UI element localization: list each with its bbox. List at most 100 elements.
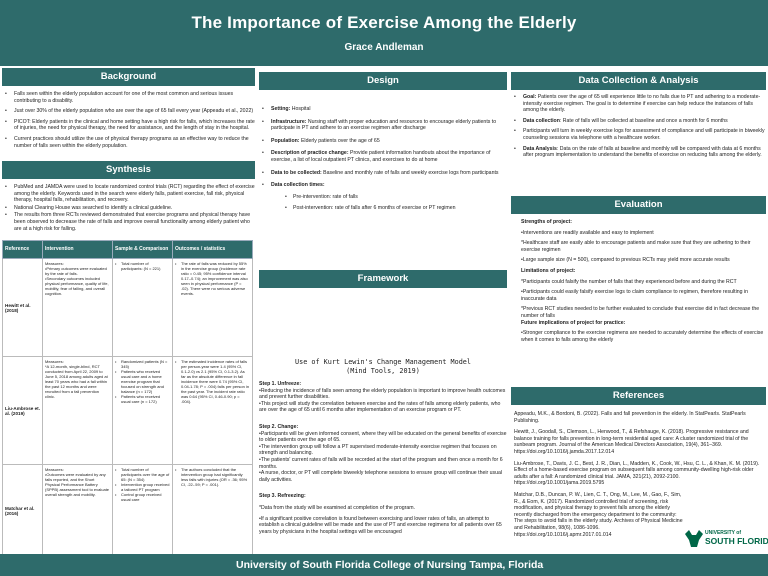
cell-line: Total number of participants: (N = 221) bbox=[115, 261, 170, 271]
cell-line: Patients who received usual care (n = 17… bbox=[115, 394, 170, 404]
step-line: •If a significant positive correlation i… bbox=[259, 515, 502, 535]
item-text: Patients over the age of 65 will experie… bbox=[523, 94, 761, 114]
cell-line: The rate of falls was reduced by 55% in … bbox=[175, 261, 250, 296]
diagram-title: Use of Kurt Lewin's Change Management Mo… bbox=[295, 358, 471, 366]
table-header-row: Reference Intervention Sample & Comparis… bbox=[2, 240, 253, 259]
step-title: Step 1. Unfreeze: bbox=[259, 381, 302, 387]
references-heading: References bbox=[511, 387, 766, 405]
step-line: •Reducing the incidence of falls seen am… bbox=[259, 387, 506, 401]
list-item: Goal: Patients over the age of 65 will e… bbox=[511, 94, 766, 114]
strength-item: •Large sample size (N = 500), compared t… bbox=[521, 257, 730, 264]
usf-logo: UNIVERSITY of SOUTH FLORIDA bbox=[683, 528, 768, 550]
table-cell: Total number of participants: (N = 221) bbox=[112, 258, 173, 357]
cell-line: Control group received usual care bbox=[115, 492, 170, 502]
step-line: *Data from the study will be examined at… bbox=[259, 504, 415, 511]
synthesis-list: PubMed and JAMDA were used to locate ran… bbox=[2, 184, 255, 240]
column-left: Background Falls seen within the elderly… bbox=[2, 68, 255, 557]
item-label: Goal: bbox=[523, 94, 537, 100]
item-label: Data collection times: bbox=[271, 182, 325, 189]
list-item: Data Analysis: Data on the rate of falls… bbox=[511, 146, 766, 159]
future-title: Future implications of project for pract… bbox=[521, 319, 626, 326]
table-row: Hewitt et al. (2018) Measures: •Primary … bbox=[2, 258, 253, 357]
item-label: Data collection bbox=[523, 117, 560, 124]
poster-header: The Importance of Exercise Among the Eld… bbox=[0, 0, 768, 66]
item-text: Participants will turn in weekly exercis… bbox=[523, 128, 765, 141]
background-heading: Background bbox=[2, 68, 255, 86]
framework-steps: Step 1. Unfreeze: •Reducing the incidenc… bbox=[259, 381, 507, 535]
step-title: Step 3. Refreezing: bbox=[259, 493, 306, 500]
table-row: Matchar et al. (2016) Measures: •Outcome… bbox=[2, 464, 253, 557]
list-item: The results from three RCTs reviewed dem… bbox=[2, 212, 255, 232]
logo-line1: UNIVERSITY of bbox=[705, 530, 742, 536]
table-cell: Liu-Ambrose et. al. (2019) bbox=[2, 356, 43, 465]
item-label: Data Analysis bbox=[523, 145, 557, 152]
table-cell: The rate of falls was reduced by 55% in … bbox=[172, 258, 253, 357]
item-text: : Rate of falls will be collected at bas… bbox=[559, 117, 728, 124]
cell-line: Total number of participants over the ag… bbox=[115, 467, 170, 482]
future-item: •Stronger compliance to the exercise reg… bbox=[521, 330, 764, 343]
poster-title: The Importance of Exercise Among the Eld… bbox=[191, 13, 577, 32]
bull-icon bbox=[685, 530, 703, 547]
list-item: National Clearing House was searched to … bbox=[2, 205, 255, 212]
cell-line: The estimated incidence rates of falls p… bbox=[175, 359, 250, 404]
framework-heading: Framework bbox=[259, 270, 507, 288]
cell-line: •Outcomes were evaluated by any falls re… bbox=[45, 472, 110, 497]
reference-item: Liu-Ambrose, T., Davis, J. C., Best, J. … bbox=[514, 460, 760, 487]
table-row: Liu-Ambrose et. al. (2019) Measures: *A … bbox=[2, 356, 253, 465]
evidence-table: Reference Intervention Sample & Comparis… bbox=[2, 240, 253, 557]
list-item: Pre-intervention: rate of falls bbox=[271, 194, 507, 201]
cell-line: Measures: bbox=[45, 359, 64, 364]
table-header: Outcomes / statistics bbox=[172, 240, 253, 259]
data-collection-list: Goal: Patients over the age of 65 will e… bbox=[511, 94, 766, 172]
item-label: Infrastructure: bbox=[271, 118, 307, 125]
item-text: Baseline and monthly rate of falls and w… bbox=[321, 169, 499, 176]
table-cell: The authors concluded that the intervent… bbox=[172, 464, 253, 557]
list-item: Falls seen within the elderly population… bbox=[2, 91, 255, 104]
reference-item: Matchar, D.B., Duncan, P. W., Lien, C. T… bbox=[514, 491, 683, 538]
step-line: •Participants will be given informed con… bbox=[259, 430, 507, 444]
cell-line: Randomized patients (N = 345) bbox=[115, 359, 170, 369]
item-text: : Data on the rate of falls at baseline … bbox=[523, 145, 762, 159]
list-item: Data collection times: Pre-intervention:… bbox=[259, 182, 507, 212]
item-label: Population: bbox=[271, 137, 300, 144]
table-cell: Matchar et al. (2016) bbox=[2, 464, 43, 557]
logo-line2: SOUTH FLORIDA bbox=[705, 536, 768, 546]
table-cell: The estimated incidence rates of falls p… bbox=[172, 356, 253, 465]
table-cell: Hewitt et al. (2018) bbox=[2, 258, 43, 357]
column-right: Data Collection & Analysis Goal: Patient… bbox=[511, 68, 766, 543]
synthesis-heading: Synthesis bbox=[2, 161, 255, 179]
limitation-item: *Previous RCT studies needed to be furth… bbox=[521, 306, 760, 319]
item-text: Provide patient information handouts abo… bbox=[271, 150, 491, 163]
table-cell: Randomized patients (N = 345) Patients w… bbox=[112, 356, 173, 465]
table-cell: Measures: •Outcomes were evaluated by an… bbox=[42, 464, 113, 557]
cell-line: Measures: bbox=[45, 261, 64, 266]
list-item: Post-intervention: rate of falls after 6… bbox=[271, 205, 507, 212]
step-line: •This project will study the correlation… bbox=[259, 400, 501, 414]
reference-item: Appeadu, M.K., & Bordoni, B. (2022). Fal… bbox=[514, 411, 746, 424]
step-title: Step 2. Change: bbox=[259, 423, 299, 430]
table-header: Intervention bbox=[42, 240, 113, 259]
step-line: •A nurse, doctor, or PT will complete bi… bbox=[259, 470, 503, 483]
evaluation-body: Strengths of project: •Interventions are… bbox=[511, 219, 766, 369]
cell-line: Measures: bbox=[45, 467, 64, 472]
framework-diagram: Use of Kurt Lewin's Change Management Mo… bbox=[259, 358, 507, 376]
step-line: •The intervention group will follow a PT… bbox=[259, 443, 497, 457]
diagram-citation: (Mind Tools, 2019) bbox=[346, 367, 420, 375]
limitation-item: •Participants could easily falsify exerc… bbox=[521, 289, 748, 302]
item-text: Nursing staff with proper education and … bbox=[271, 118, 497, 132]
evaluation-heading: Evaluation bbox=[511, 196, 766, 214]
table-header: Sample & Comparison bbox=[112, 240, 173, 259]
list-item: Just over 30% of the elderly population … bbox=[2, 108, 255, 115]
list-item: Infrastructure: Nursing staff with prope… bbox=[259, 119, 507, 132]
step-line: •The patients' current rates of falls wi… bbox=[259, 456, 503, 470]
cell-line: •Secondary outcomes included physical pe… bbox=[45, 276, 109, 296]
limitations-title: Limitations of project: bbox=[521, 267, 576, 274]
design-heading: Design bbox=[259, 72, 507, 90]
data-collection-heading: Data Collection & Analysis bbox=[511, 72, 766, 90]
item-label: Setting: bbox=[271, 106, 291, 112]
list-item: PubMed and JAMDA were used to locate ran… bbox=[2, 184, 255, 204]
list-item: Description of practice change: Provide … bbox=[259, 150, 507, 163]
list-item: PICOT: Elderly patients in the clinical … bbox=[2, 119, 255, 132]
item-label: Data to be collected: bbox=[271, 169, 322, 176]
table-cell: Measures: •Primary outcomes were evaluat… bbox=[42, 258, 113, 357]
